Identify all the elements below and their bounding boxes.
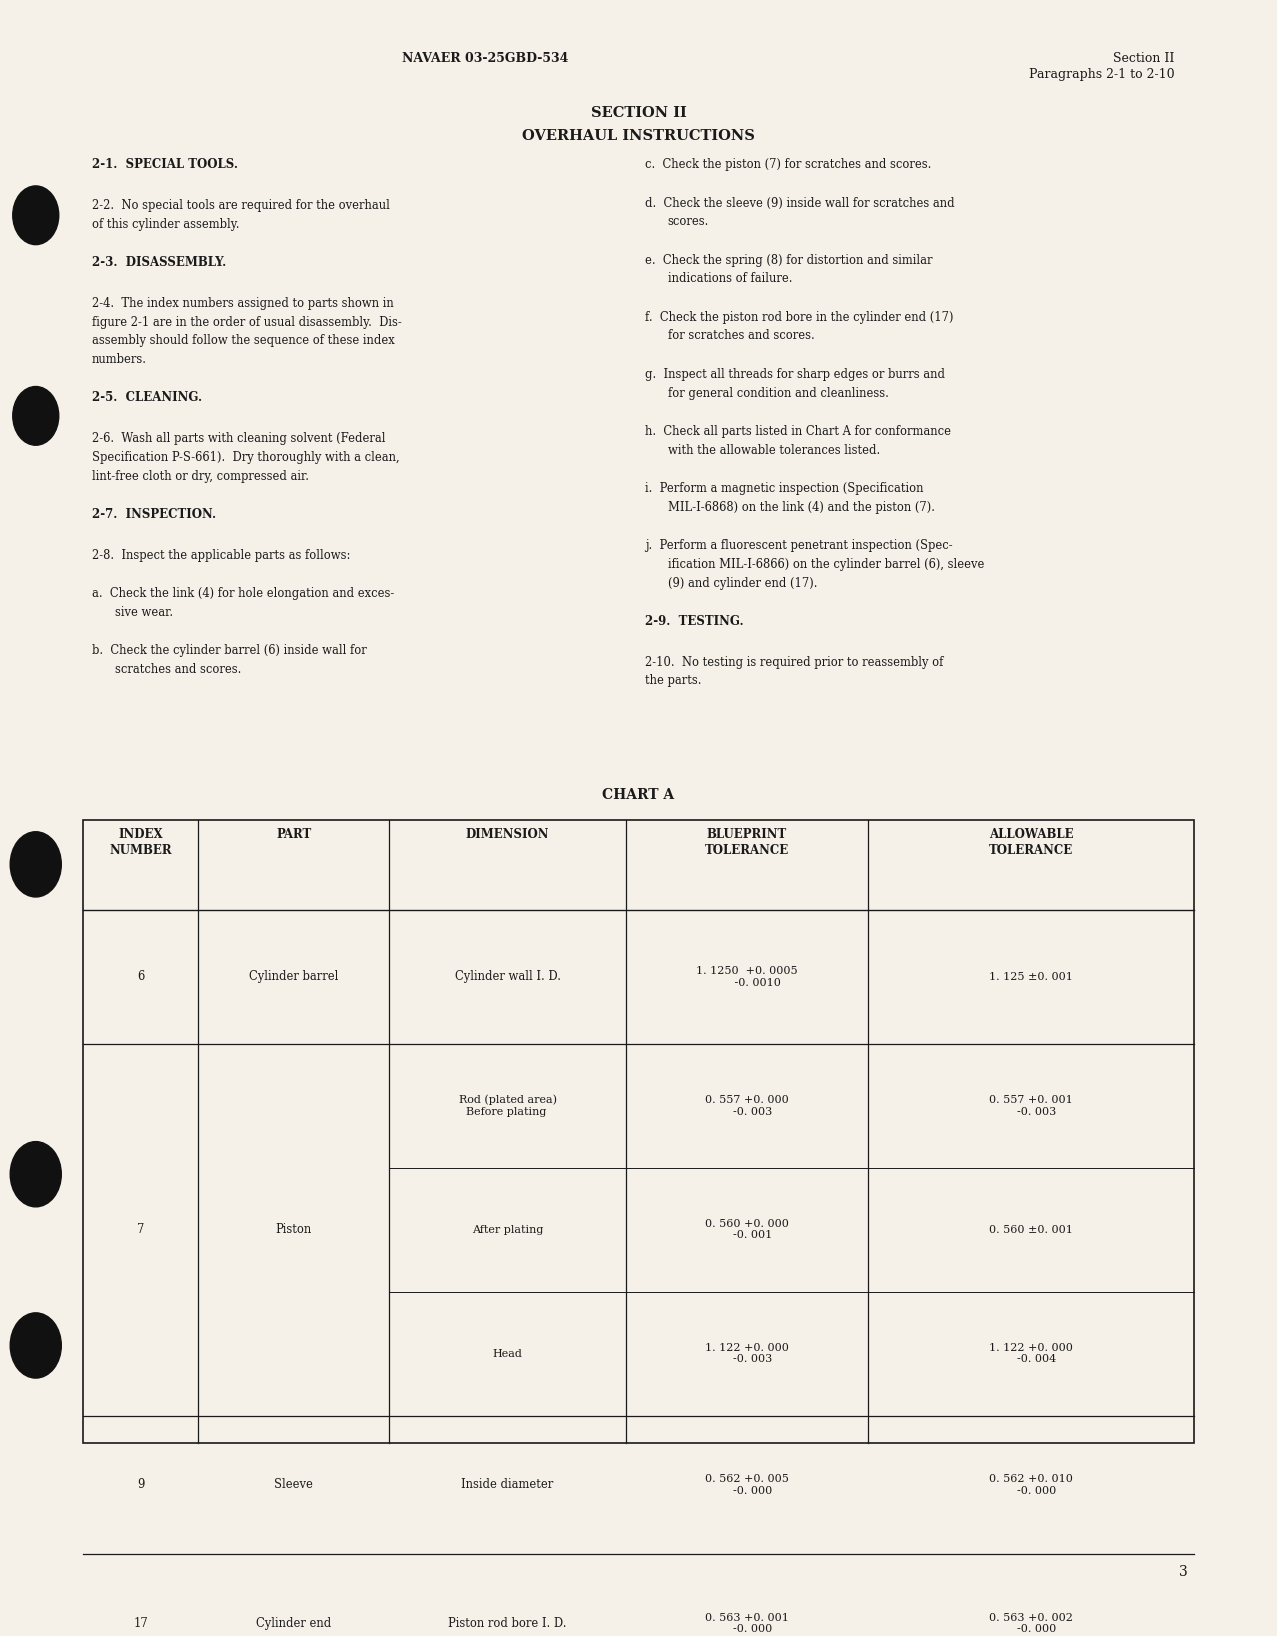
Circle shape — [13, 386, 59, 445]
Text: 2-4.  The index numbers assigned to parts shown in: 2-4. The index numbers assigned to parts… — [92, 296, 393, 309]
Text: PART: PART — [276, 828, 312, 841]
Text: for general condition and cleanliness.: for general condition and cleanliness. — [668, 386, 889, 399]
Text: INDEX
NUMBER: INDEX NUMBER — [109, 828, 172, 857]
Text: 0. 557 +0. 001
        -0. 003: 0. 557 +0. 001 -0. 003 — [990, 1094, 1073, 1116]
Text: sive wear.: sive wear. — [115, 605, 174, 618]
Text: 1. 125 ±0. 001: 1. 125 ±0. 001 — [990, 972, 1073, 982]
Text: for scratches and scores.: for scratches and scores. — [668, 329, 815, 342]
Text: BLUEPRINT
TOLERANCE: BLUEPRINT TOLERANCE — [705, 828, 789, 857]
Circle shape — [13, 187, 59, 245]
Text: lint-free cloth or dry, compressed air.: lint-free cloth or dry, compressed air. — [92, 470, 309, 483]
Text: 0. 560 +0. 000
        -0. 001: 0. 560 +0. 000 -0. 001 — [705, 1219, 789, 1240]
Text: of this cylinder assembly.: of this cylinder assembly. — [92, 218, 240, 231]
Circle shape — [10, 1312, 61, 1378]
Text: (9) and cylinder end (17).: (9) and cylinder end (17). — [668, 576, 817, 589]
Text: 0. 557 +0. 000
        -0. 003: 0. 557 +0. 000 -0. 003 — [705, 1094, 789, 1116]
Text: 2-7.  INSPECTION.: 2-7. INSPECTION. — [92, 509, 216, 520]
Text: 0. 560 ±0. 001: 0. 560 ±0. 001 — [990, 1225, 1073, 1235]
Text: DIMENSION: DIMENSION — [466, 828, 549, 841]
Text: Piston: Piston — [276, 1224, 312, 1237]
Text: Cylinder wall I. D.: Cylinder wall I. D. — [455, 970, 561, 983]
Text: OVERHAUL INSTRUCTIONS: OVERHAUL INSTRUCTIONS — [522, 129, 755, 142]
Text: scratches and scores.: scratches and scores. — [115, 663, 241, 676]
Text: ALLOWABLE
TOLERANCE: ALLOWABLE TOLERANCE — [988, 828, 1074, 857]
Text: MIL-I-6868) on the link (4) and the piston (7).: MIL-I-6868) on the link (4) and the pist… — [668, 501, 935, 514]
Text: Head: Head — [493, 1348, 522, 1358]
Text: 6: 6 — [137, 970, 144, 983]
Text: b.  Check the cylinder barrel (6) inside wall for: b. Check the cylinder barrel (6) inside … — [92, 645, 366, 658]
Text: 9: 9 — [137, 1479, 144, 1492]
Text: 0. 562 +0. 010
        -0. 000: 0. 562 +0. 010 -0. 000 — [990, 1474, 1073, 1495]
Text: Specification P-S-661).  Dry thoroughly with a clean,: Specification P-S-661). Dry thoroughly w… — [92, 452, 400, 465]
Text: After plating: After plating — [472, 1225, 543, 1235]
Text: 2-6.  Wash all parts with cleaning solvent (Federal: 2-6. Wash all parts with cleaning solven… — [92, 432, 386, 445]
Text: 2-10.  No testing is required prior to reassembly of: 2-10. No testing is required prior to re… — [645, 656, 944, 669]
Text: 3: 3 — [1179, 1564, 1188, 1579]
Text: a.  Check the link (4) for hole elongation and exces-: a. Check the link (4) for hole elongatio… — [92, 587, 395, 600]
Text: Sleeve: Sleeve — [275, 1479, 313, 1492]
Text: assembly should follow the sequence of these index: assembly should follow the sequence of t… — [92, 334, 395, 347]
Text: f.  Check the piston rod bore in the cylinder end (17): f. Check the piston rod bore in the cyli… — [645, 311, 954, 324]
Text: 2-9.  TESTING.: 2-9. TESTING. — [645, 615, 743, 628]
Text: g.  Inspect all threads for sharp edges or burrs and: g. Inspect all threads for sharp edges o… — [645, 368, 945, 381]
Text: 1. 1250  +0. 0005
           -0. 0010: 1. 1250 +0. 0005 -0. 0010 — [696, 967, 798, 988]
Text: numbers.: numbers. — [92, 353, 147, 366]
Text: Section II: Section II — [1114, 52, 1175, 65]
Text: 0. 563 +0. 002
        -0. 000: 0. 563 +0. 002 -0. 000 — [990, 1613, 1073, 1634]
Text: 2-3.  DISASSEMBLY.: 2-3. DISASSEMBLY. — [92, 257, 226, 268]
Text: the parts.: the parts. — [645, 674, 701, 687]
Text: NAVAER 03-25GBD-534: NAVAER 03-25GBD-534 — [402, 52, 568, 65]
Text: Rod (plated area)
  Before plating: Rod (plated area) Before plating — [458, 1094, 557, 1117]
Text: 2-8.  Inspect the applicable parts as follows:: 2-8. Inspect the applicable parts as fol… — [92, 548, 350, 561]
Circle shape — [10, 1142, 61, 1207]
Text: Cylinder barrel: Cylinder barrel — [249, 970, 338, 983]
Text: Paragraphs 2-1 to 2-10: Paragraphs 2-1 to 2-10 — [1029, 69, 1175, 82]
Text: ification MIL-I-6866) on the cylinder barrel (6), sleeve: ification MIL-I-6866) on the cylinder ba… — [668, 558, 985, 571]
Text: scores.: scores. — [668, 216, 709, 229]
Text: 1. 122 +0. 000
        -0. 004: 1. 122 +0. 000 -0. 004 — [990, 1343, 1073, 1364]
Text: SECTION II: SECTION II — [591, 106, 686, 119]
Text: 2-5.  CLEANING.: 2-5. CLEANING. — [92, 391, 202, 404]
Text: CHART A: CHART A — [603, 787, 674, 802]
Text: 2-2.  No special tools are required for the overhaul: 2-2. No special tools are required for t… — [92, 200, 389, 213]
Text: d.  Check the sleeve (9) inside wall for scratches and: d. Check the sleeve (9) inside wall for … — [645, 196, 954, 209]
Text: 17: 17 — [133, 1616, 148, 1629]
Text: Piston rod bore I. D.: Piston rod bore I. D. — [448, 1616, 567, 1629]
Text: i.  Perform a magnetic inspection (Specification: i. Perform a magnetic inspection (Specif… — [645, 483, 923, 496]
Bar — [83, 820, 1194, 1443]
Circle shape — [10, 831, 61, 897]
Text: 0. 563 +0. 001
        -0. 000: 0. 563 +0. 001 -0. 000 — [705, 1613, 789, 1634]
Text: 7: 7 — [137, 1224, 144, 1237]
Text: indications of failure.: indications of failure. — [668, 272, 792, 285]
Text: h.  Check all parts listed in Chart A for conformance: h. Check all parts listed in Chart A for… — [645, 425, 951, 438]
Text: c.  Check the piston (7) for scratches and scores.: c. Check the piston (7) for scratches an… — [645, 159, 931, 172]
Text: 1. 122 +0. 000
        -0. 003: 1. 122 +0. 000 -0. 003 — [705, 1343, 789, 1364]
Text: e.  Check the spring (8) for distortion and similar: e. Check the spring (8) for distortion a… — [645, 254, 932, 267]
Text: j.  Perform a fluorescent penetrant inspection (Spec-: j. Perform a fluorescent penetrant inspe… — [645, 538, 953, 551]
Text: 0. 562 +0. 005
        -0. 000: 0. 562 +0. 005 -0. 000 — [705, 1474, 789, 1495]
Text: 2-1.  SPECIAL TOOLS.: 2-1. SPECIAL TOOLS. — [92, 159, 238, 172]
Text: with the allowable tolerances listed.: with the allowable tolerances listed. — [668, 443, 880, 456]
Text: Cylinder end: Cylinder end — [257, 1616, 331, 1629]
Text: Inside diameter: Inside diameter — [461, 1479, 554, 1492]
Text: figure 2-1 are in the order of usual disassembly.  Dis-: figure 2-1 are in the order of usual dis… — [92, 316, 402, 329]
